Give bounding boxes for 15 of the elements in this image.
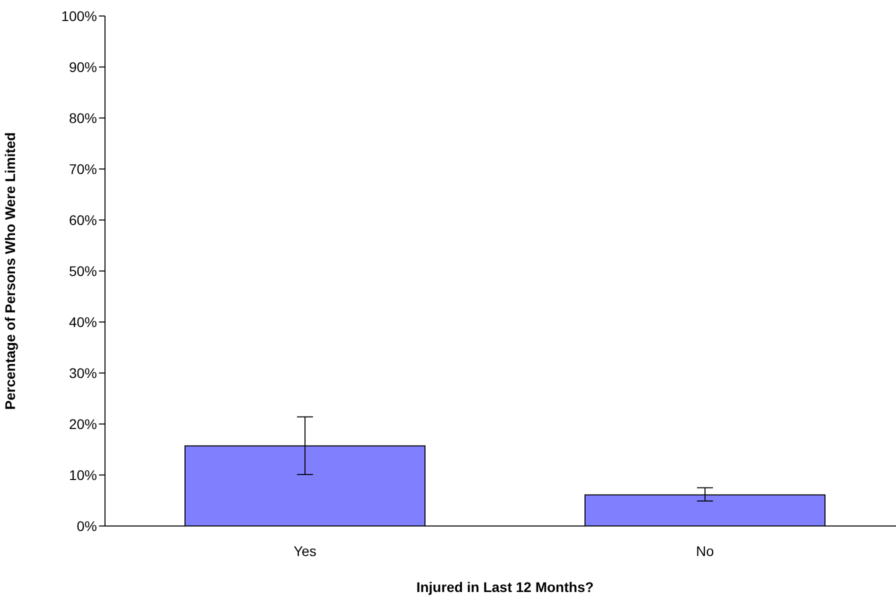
y-tick-label: 40% [68,314,97,330]
y-tick-label: 80% [68,110,97,126]
y-tick-label: 60% [68,212,97,228]
y-tick-label: 0% [76,518,97,534]
x-axis-title: Injured in Last 12 Months? [416,579,594,595]
y-tick-label: 10% [68,466,97,483]
y-tick-label: 50% [68,262,97,279]
x-tick-label: Yes [294,542,316,559]
y-tick-label: 100% [61,8,97,24]
y-tick-label: 70% [68,160,97,177]
x-tick-label: No [696,542,714,559]
y-tick-label: 90% [68,58,97,75]
y-axis-title: Percentage of Persons Who Were Limited [2,132,18,410]
y-tick-label: 30% [68,364,97,381]
y-tick-label: 20% [68,416,97,432]
